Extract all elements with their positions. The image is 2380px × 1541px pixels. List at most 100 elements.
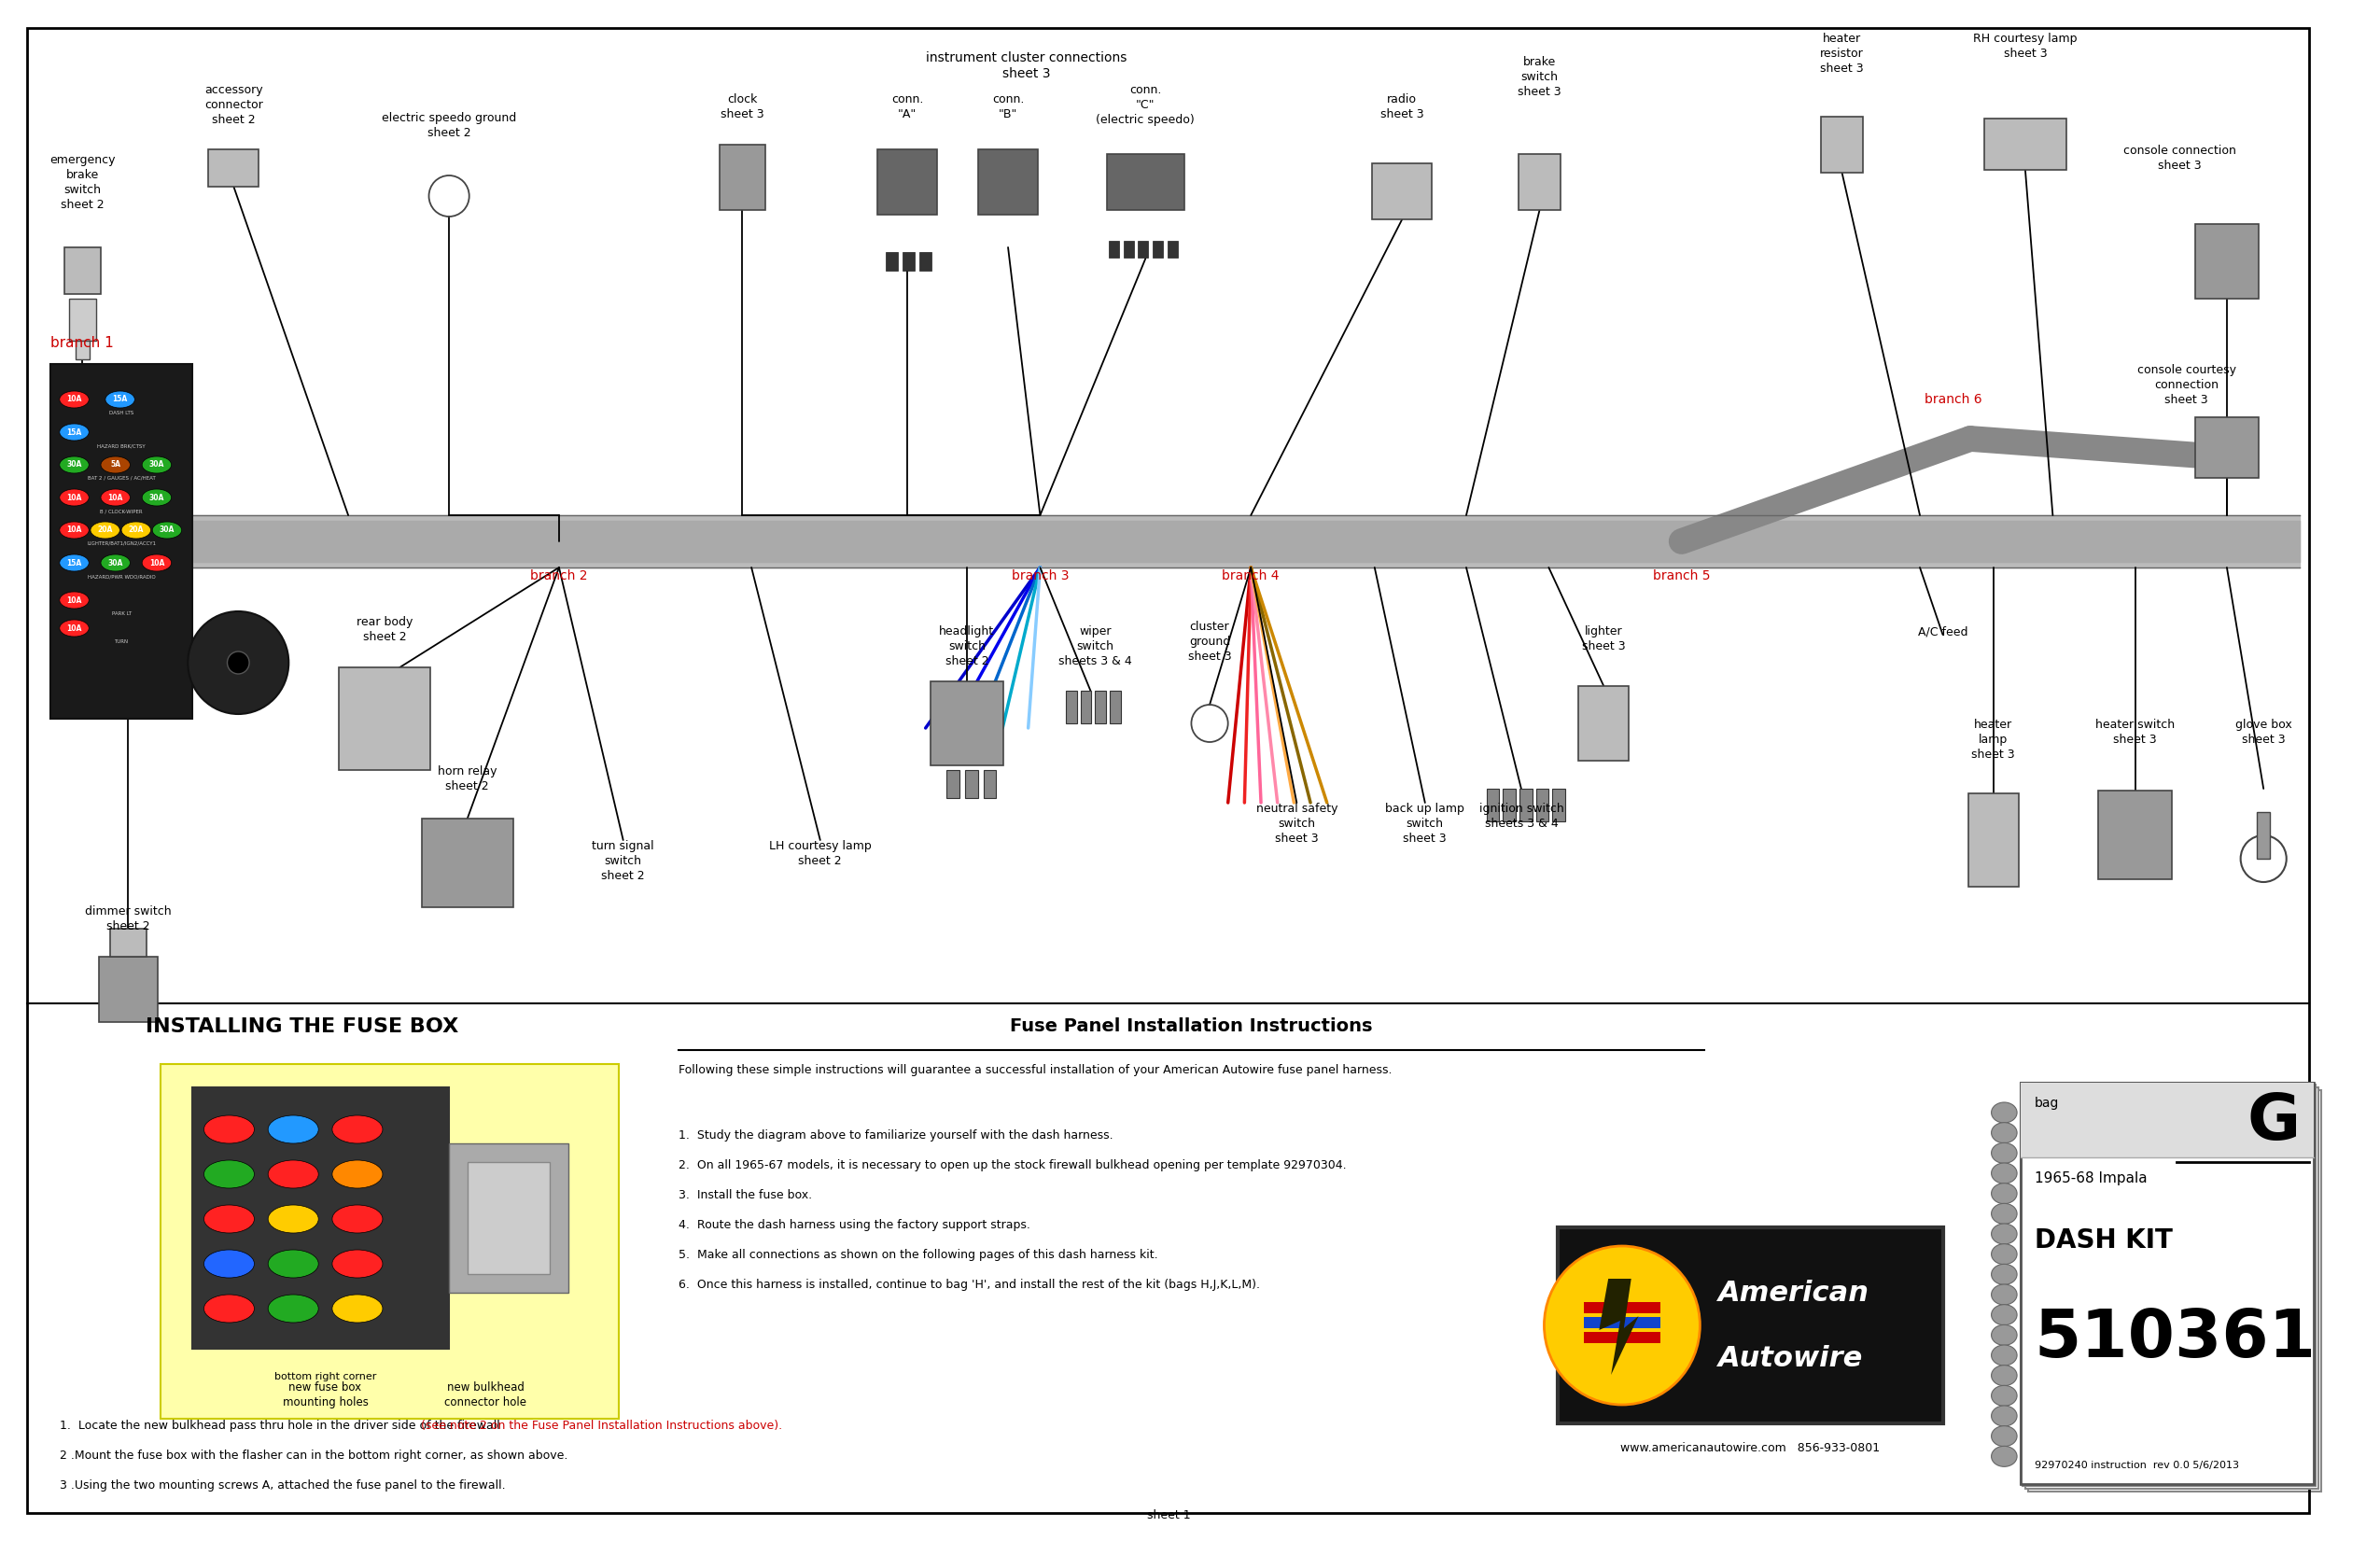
Ellipse shape [60,592,88,609]
Text: branch 3: branch 3 [1012,569,1069,582]
Text: branch 4: branch 4 [1223,569,1280,582]
Ellipse shape [205,1205,255,1233]
Text: sheet 1: sheet 1 [1147,1509,1190,1521]
Text: B / CLOCK-WIPER: B / CLOCK-WIPER [100,509,143,513]
Ellipse shape [1992,1122,2016,1143]
Text: 1.  Locate the new bulkhead pass thru hole in the driver side of the firewall: 1. Locate the new bulkhead pass thru hol… [60,1419,505,1432]
Ellipse shape [121,522,150,538]
Text: accessory
connector
sheet 2: accessory connector sheet 2 [205,85,262,126]
Text: 1.  Study the diagram above to familiarize yourself with the dash harness.: 1. Study the diagram above to familiariz… [678,1130,1114,1142]
Text: lighter
sheet 3: lighter sheet 3 [1583,626,1626,652]
Text: HAZARD BRK/CTSY: HAZARD BRK/CTSY [98,444,145,448]
Text: conn.
"B": conn. "B" [992,94,1023,120]
Text: branch 5: branch 5 [1652,569,1711,582]
Text: 2 .Mount the fuse box with the flasher can in the bottom right corner, as shown : 2 .Mount the fuse box with the flasher c… [60,1450,569,1462]
Ellipse shape [1992,1224,2016,1244]
Text: 92970240 instruction  rev 0.0 5/6/2013: 92970240 instruction rev 0.0 5/6/2013 [2035,1461,2240,1470]
Bar [1552,789,1566,821]
Text: 10A: 10A [107,493,124,502]
Text: 10A: 10A [150,559,164,567]
Text: horn relay
sheet 2: horn relay sheet 2 [438,766,497,792]
Text: Autowire: Autowire [1718,1345,1864,1371]
Text: 10A: 10A [67,396,81,404]
Text: INSTALLING THE FUSE BOX: INSTALLING THE FUSE BOX [145,1017,459,1036]
Text: LH courtesy lamp
sheet 2: LH courtesy lamp sheet 2 [769,840,871,868]
Ellipse shape [60,456,88,473]
Text: bottom right corner: bottom right corner [274,1371,376,1381]
Text: 1965-68 Impala: 1965-68 Impala [2035,1171,2147,1185]
Text: heater switch
sheet 3: heater switch sheet 3 [2094,718,2175,746]
Text: cluster
ground
sheet 3: cluster ground sheet 3 [1188,621,1230,663]
Bar [2025,1088,2318,1489]
Text: emergency
brake
switch
sheet 2: emergency brake switch sheet 2 [50,154,114,211]
Ellipse shape [100,488,131,505]
Bar [978,149,1038,214]
Bar [719,145,766,210]
Bar [1502,789,1516,821]
Text: wiper
switch
sheets 3 & 4: wiper switch sheets 3 & 4 [1059,626,1133,667]
Bar [885,253,897,271]
Text: Following these simple instructions will guarantee a successful installation of : Following these simple instructions will… [678,1063,1392,1076]
Ellipse shape [152,522,181,538]
Bar [983,770,997,798]
Text: 10A: 10A [67,525,81,535]
Ellipse shape [1992,1163,2016,1183]
Ellipse shape [205,1294,255,1322]
Circle shape [1545,1247,1699,1405]
Text: 30A: 30A [67,461,81,468]
Ellipse shape [269,1205,319,1233]
Text: bag: bag [2035,1097,2059,1110]
Ellipse shape [1992,1305,2016,1325]
Bar [902,253,914,271]
Polygon shape [1599,1279,1637,1375]
Ellipse shape [143,488,171,505]
Ellipse shape [60,619,88,636]
Text: branch 2: branch 2 [531,569,588,582]
Text: turn signal
switch
sheet 2: turn signal switch sheet 2 [593,840,655,881]
Text: console courtesy
connection
sheet 3: console courtesy connection sheet 3 [2137,364,2237,405]
Text: rear body
sheet 2: rear body sheet 2 [357,616,414,643]
Text: 5.  Make all connections as shown on the following pages of this dash harness ki: 5. Make all connections as shown on the … [678,1248,1157,1261]
Text: DASH LTS: DASH LTS [109,411,133,416]
Bar [2021,1083,2313,1484]
Ellipse shape [333,1160,383,1188]
Text: 10A: 10A [67,596,81,604]
Text: instrument cluster connections
sheet 3: instrument cluster connections sheet 3 [926,51,1126,80]
Text: neutral safety
switch
sheet 3: neutral safety switch sheet 3 [1257,803,1338,844]
Text: 30A: 30A [150,461,164,468]
Bar [1123,240,1133,257]
Bar [69,299,95,341]
Text: console connection
sheet 3: console connection sheet 3 [2123,145,2237,171]
Ellipse shape [60,555,88,572]
Text: heater
resistor
sheet 3: heater resistor sheet 3 [1821,32,1864,74]
Ellipse shape [1992,1284,2016,1305]
Bar [109,929,148,957]
Circle shape [226,652,250,673]
Ellipse shape [1992,1405,2016,1425]
Bar [1169,240,1178,257]
Ellipse shape [1992,1264,2016,1285]
Bar [1583,1318,1661,1328]
Text: 30A: 30A [107,559,124,567]
Text: glove box
sheet 3: glove box sheet 3 [2235,718,2292,746]
Text: RH courtesy lamp
sheet 3: RH courtesy lamp sheet 3 [1973,32,2078,60]
Ellipse shape [1992,1385,2016,1405]
Bar [193,1088,450,1348]
Ellipse shape [1992,1143,2016,1163]
Bar [64,248,100,294]
Ellipse shape [205,1160,255,1188]
Text: 3.  Install the fuse box.: 3. Install the fuse box. [678,1190,812,1202]
Bar [931,681,1004,766]
Text: (see note 2 on the Fuse Panel Installation Instructions above).: (see note 2 on the Fuse Panel Installati… [421,1419,783,1432]
Bar [2021,1083,2313,1484]
Ellipse shape [60,424,88,441]
Bar [1968,794,2018,886]
Bar [50,364,193,718]
Bar [450,1143,569,1293]
Bar [1583,1331,1661,1344]
Text: HAZARD/PWR WDO/RADIO: HAZARD/PWR WDO/RADIO [88,575,155,579]
Text: branch 6: branch 6 [1925,393,1983,405]
Bar [2099,791,2173,880]
Bar [1081,690,1092,723]
Ellipse shape [269,1294,319,1322]
